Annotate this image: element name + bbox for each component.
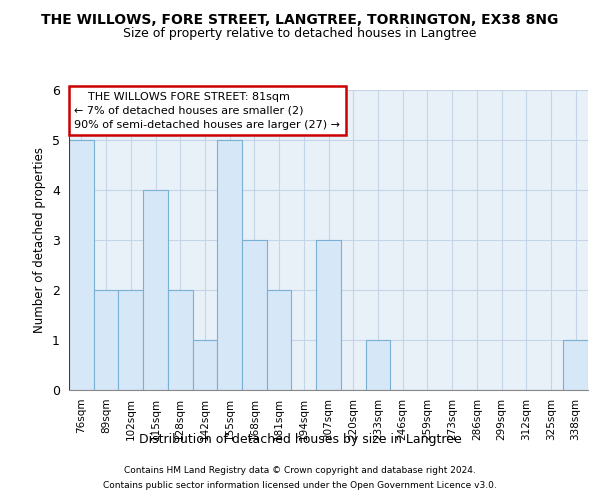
Bar bbox=[316, 240, 341, 390]
Text: Size of property relative to detached houses in Langtree: Size of property relative to detached ho… bbox=[123, 28, 477, 40]
Bar bbox=[143, 190, 168, 390]
Text: THE WILLOWS, FORE STREET, LANGTREE, TORRINGTON, EX38 8NG: THE WILLOWS, FORE STREET, LANGTREE, TORR… bbox=[41, 12, 559, 26]
Text: Contains HM Land Registry data © Crown copyright and database right 2024.: Contains HM Land Registry data © Crown c… bbox=[124, 466, 476, 475]
Text: Contains public sector information licensed under the Open Government Licence v3: Contains public sector information licen… bbox=[103, 481, 497, 490]
Y-axis label: Number of detached properties: Number of detached properties bbox=[34, 147, 46, 333]
Bar bbox=[118, 290, 143, 390]
Bar bbox=[563, 340, 588, 390]
Bar bbox=[242, 240, 267, 390]
Bar bbox=[193, 340, 217, 390]
Bar bbox=[69, 140, 94, 390]
Bar bbox=[94, 290, 118, 390]
Bar bbox=[217, 140, 242, 390]
Bar bbox=[168, 290, 193, 390]
Bar bbox=[365, 340, 390, 390]
Text: Distribution of detached houses by size in Langtree: Distribution of detached houses by size … bbox=[139, 432, 461, 446]
Text: THE WILLOWS FORE STREET: 81sqm    
← 7% of detached houses are smaller (2)
90% o: THE WILLOWS FORE STREET: 81sqm ← 7% of d… bbox=[74, 92, 340, 130]
Bar bbox=[267, 290, 292, 390]
